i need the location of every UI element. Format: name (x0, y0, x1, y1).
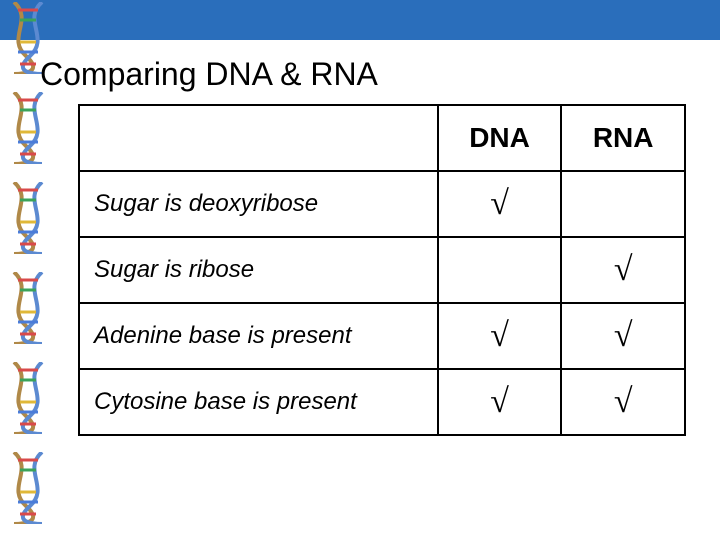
dna-helix-icon (6, 362, 50, 434)
table-header-row: DNA RNA (79, 105, 685, 171)
cell-rna: √ (561, 237, 685, 303)
header-dna: DNA (438, 105, 562, 171)
cell-dna: √ (438, 303, 562, 369)
dna-helix-icon (6, 272, 50, 344)
table-row: Cytosine base is present √ √ (79, 369, 685, 435)
table-row: Sugar is deoxyribose √ (79, 171, 685, 237)
table-row: Sugar is ribose √ (79, 237, 685, 303)
cell-rna: √ (561, 369, 685, 435)
dna-helix-icon (6, 182, 50, 254)
dna-helix-icon (6, 452, 50, 524)
top-bar (0, 0, 720, 40)
header-rna: RNA (561, 105, 685, 171)
row-label: Sugar is deoxyribose (79, 171, 438, 237)
row-label: Adenine base is present (79, 303, 438, 369)
cell-rna: √ (561, 303, 685, 369)
cell-dna (438, 237, 562, 303)
cell-rna (561, 171, 685, 237)
table-row: Adenine base is present √ √ (79, 303, 685, 369)
row-label: Cytosine base is present (79, 369, 438, 435)
page-title: Comparing DNA & RNA (40, 56, 378, 93)
comparison-table: DNA RNA Sugar is deoxyribose √ Sugar is … (78, 104, 686, 436)
header-blank-cell (79, 105, 438, 171)
row-label: Sugar is ribose (79, 237, 438, 303)
dna-helix-icon (6, 92, 50, 164)
cell-dna: √ (438, 171, 562, 237)
cell-dna: √ (438, 369, 562, 435)
